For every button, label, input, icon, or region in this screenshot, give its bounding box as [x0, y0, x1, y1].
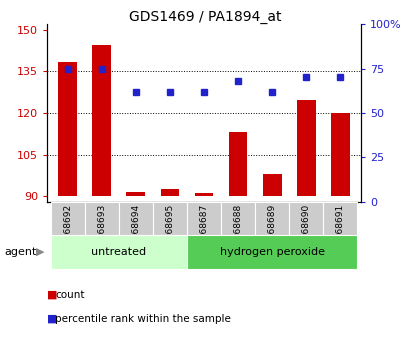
- Bar: [50, 235, 187, 269]
- Bar: [160, 189, 179, 196]
- Bar: [330, 113, 349, 196]
- Bar: [126, 192, 145, 196]
- Text: count: count: [55, 290, 85, 300]
- Text: GSM68694: GSM68694: [131, 204, 140, 253]
- Bar: [187, 235, 357, 269]
- Text: agent: agent: [4, 247, 36, 257]
- Text: ■: ■: [47, 314, 58, 324]
- Bar: [187, 202, 220, 236]
- Bar: [288, 202, 323, 236]
- Text: GSM68689: GSM68689: [267, 204, 276, 253]
- Text: hydrogen peroxide: hydrogen peroxide: [219, 247, 324, 257]
- Text: GSM68687: GSM68687: [199, 204, 208, 253]
- Text: GSM68695: GSM68695: [165, 204, 174, 253]
- Bar: [262, 174, 281, 196]
- Bar: [92, 45, 111, 196]
- Text: GSM68692: GSM68692: [63, 204, 72, 253]
- Bar: [84, 202, 119, 236]
- Bar: [254, 202, 288, 236]
- Bar: [228, 132, 247, 196]
- Bar: [194, 194, 213, 196]
- Bar: [153, 202, 187, 236]
- Bar: [119, 202, 153, 236]
- Text: ■: ■: [47, 290, 58, 300]
- Text: percentile rank within the sample: percentile rank within the sample: [55, 314, 231, 324]
- Text: GDS1469 / PA1894_at: GDS1469 / PA1894_at: [128, 10, 281, 24]
- Text: GSM68688: GSM68688: [233, 204, 242, 253]
- Text: GSM68691: GSM68691: [335, 204, 344, 253]
- Bar: [296, 100, 315, 196]
- Text: GSM68690: GSM68690: [301, 204, 310, 253]
- Text: GSM68693: GSM68693: [97, 204, 106, 253]
- Bar: [50, 202, 84, 236]
- Bar: [220, 202, 254, 236]
- Text: ▶: ▶: [36, 247, 44, 257]
- Bar: [58, 62, 77, 196]
- Text: untreated: untreated: [91, 247, 146, 257]
- Bar: [323, 202, 357, 236]
